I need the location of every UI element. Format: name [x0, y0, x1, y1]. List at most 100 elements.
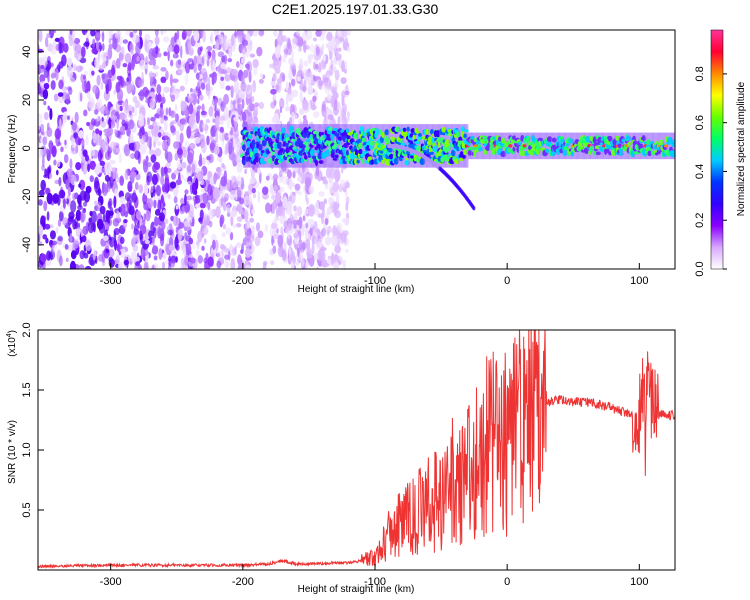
spectrogram-cell — [333, 191, 337, 197]
spectrogram-cell — [53, 93, 59, 102]
spectrogram-cell — [64, 139, 67, 146]
spectrogram-cell — [630, 132, 633, 160]
spectrogram-cell — [244, 248, 252, 259]
spectrogram-cell — [672, 139, 675, 144]
spectrogram-cell — [58, 79, 64, 90]
spectrogram-cell — [311, 148, 316, 155]
spectrogram-cell — [246, 44, 253, 50]
spectrogram-cell — [272, 173, 279, 181]
spectrogram-cell — [291, 56, 294, 65]
spectrogram-cell — [115, 81, 121, 93]
spectrogram-cell — [203, 238, 207, 244]
spectrogram-cell — [119, 105, 123, 112]
spectrogram-cell — [345, 84, 349, 93]
spectrogram-cell — [228, 47, 232, 59]
spectrogram-cell — [188, 115, 194, 129]
spectrogram-cell — [191, 182, 197, 195]
spectrogram-cell — [46, 211, 50, 221]
spectrogram-cell — [464, 129, 469, 133]
spectrogram-cell — [40, 123, 45, 134]
spectrogram-cell — [274, 38, 278, 49]
spectrogram-cell — [205, 118, 211, 124]
spectrogram-cell — [356, 159, 361, 164]
spectrogram-cell — [315, 30, 322, 37]
spectrogram-cell — [116, 243, 120, 252]
spectrogram-cell — [200, 110, 207, 116]
spectrogram-cell — [292, 37, 299, 45]
spectrogram-x-tick-label: 100 — [630, 275, 648, 287]
spectrogram-cell — [429, 129, 434, 135]
spectrogram-cell — [279, 97, 285, 110]
spectrogram-cell — [188, 142, 196, 150]
spectrogram-cell — [78, 264, 85, 269]
spectrogram-cell — [128, 110, 132, 116]
spectrogram-cell — [211, 71, 217, 84]
spectrogram-cell — [101, 32, 105, 43]
spectrogram-cell — [322, 54, 327, 62]
spectrogram-cell — [138, 113, 144, 122]
spectrogram-cell — [199, 202, 206, 209]
spectrogram-cell — [343, 67, 347, 74]
spectrogram-cell — [289, 213, 294, 222]
spectrogram-cell — [175, 90, 180, 98]
spectrogram-cell — [83, 70, 89, 76]
snr-y-tick-label: 0.5 — [21, 502, 33, 517]
spectrogram-cell — [286, 43, 293, 56]
spectrogram-cell — [184, 231, 188, 240]
spectrogram-cell — [229, 130, 234, 136]
spectrogram-cell — [127, 72, 132, 85]
spectrogram-cell — [58, 210, 64, 222]
spectrogram-cell — [437, 141, 441, 148]
spectrogram-cell — [362, 131, 366, 137]
spectrogram-cell — [236, 175, 242, 187]
spectrogram-cell — [201, 103, 205, 113]
spectrogram-cell — [181, 161, 187, 169]
spectrogram-cell — [270, 194, 277, 200]
spectrogram-cell — [147, 130, 151, 137]
spectrogram-cell — [315, 159, 319, 167]
spectrogram-cell — [293, 205, 297, 212]
spectrogram-cell — [271, 230, 276, 235]
spectrogram-cell — [270, 81, 277, 86]
spectrogram-cell — [409, 133, 414, 138]
spectrogram-cell — [199, 209, 204, 220]
spectrogram-cell — [173, 44, 180, 55]
spectrogram-cell — [314, 124, 317, 168]
spectrogram-cell — [74, 222, 79, 230]
spectrogram-cell — [102, 140, 109, 152]
spectrogram-cell — [57, 219, 62, 227]
spectrogram-cell — [94, 176, 100, 190]
spectrogram-cell — [83, 190, 91, 203]
spectrogram-cell — [220, 76, 225, 81]
spectrogram-cell — [151, 245, 159, 255]
spectrogram-cell — [345, 196, 350, 205]
spectrogram-cell — [207, 184, 213, 196]
spectrogram-cell — [320, 30, 327, 35]
snr-x-ticks: -300 -200 -100 0 100 — [100, 564, 648, 588]
spectrogram-cell — [119, 125, 126, 133]
spectrogram-cell — [222, 129, 225, 142]
spectrogram-cell — [460, 126, 466, 132]
spectrogram-cell — [340, 233, 345, 245]
spectrogram-cell — [556, 150, 560, 155]
spectrogram-y-tick-label: -40 — [21, 237, 33, 253]
spectrogram-cell — [342, 146, 346, 154]
spectrogram-cell — [526, 135, 531, 143]
spectrogram-cell — [143, 262, 149, 269]
spectrogram-cell — [197, 63, 203, 72]
spectrogram-cell — [51, 145, 57, 158]
spectrogram-cell — [186, 164, 192, 173]
spectrogram-cell — [79, 250, 85, 260]
spectrogram-cell — [219, 126, 224, 133]
spectrogram-cell — [325, 70, 333, 76]
chart-title: C2E1.2025.197.01.33.G30 — [272, 1, 439, 17]
spectrogram-cell — [50, 72, 55, 79]
spectrogram-cell — [82, 163, 88, 175]
spectrogram-cell — [312, 95, 317, 102]
spectrogram-cell — [107, 200, 112, 209]
spectrogram-cell — [667, 132, 670, 160]
spectrogram-cell — [188, 103, 194, 115]
spectrogram-cell — [154, 148, 162, 157]
spectrogram-cell — [132, 30, 138, 34]
spectrogram-cell — [303, 168, 310, 174]
